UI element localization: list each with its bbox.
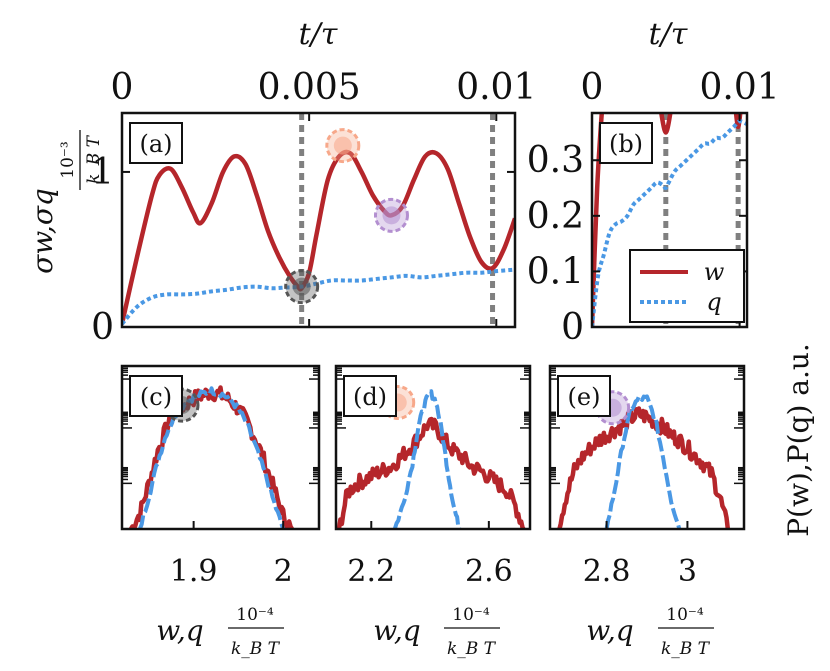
series-w-e bbox=[557, 406, 731, 529]
svg-text:10⁻⁴: 10⁻⁴ bbox=[236, 605, 274, 625]
series-q-e bbox=[604, 394, 682, 529]
series-w-a bbox=[122, 149, 515, 325]
xlabel-d: w,q 10⁻⁴ k_B T bbox=[373, 605, 500, 659]
ylabel-a-unit: 10⁻³ k_B T bbox=[58, 130, 104, 190]
panel-e: 2.8 3 (e) bbox=[548, 364, 746, 589]
svg-text:10⁻⁴: 10⁻⁴ bbox=[666, 605, 704, 625]
panel-label-e: (e) bbox=[568, 383, 601, 411]
series-w_dip-b bbox=[659, 113, 673, 135]
legend-label-w: w bbox=[704, 258, 725, 286]
panel-d: 2.2 2.6 (d) bbox=[334, 364, 532, 589]
xtick-label-c-1: 2 bbox=[274, 554, 293, 589]
panel-label-box-a bbox=[129, 122, 183, 164]
frame-e bbox=[548, 364, 746, 531]
xtick-label-e-1: 3 bbox=[678, 554, 697, 589]
marker-core-a-1 bbox=[333, 136, 352, 155]
ytick-label-b-1: 0.1 bbox=[527, 251, 584, 292]
svg-text:10⁻⁴: 10⁻⁴ bbox=[452, 605, 490, 625]
ytick-label-a-1: 1 bbox=[91, 152, 114, 193]
svg-text:k_B T: k_B T bbox=[661, 639, 711, 659]
svg-text:k_B T: k_B T bbox=[84, 134, 104, 184]
ytick-label-b-0: 0 bbox=[561, 307, 584, 348]
svg-text:w,q: w,q bbox=[586, 614, 633, 647]
panel-b: 0 0.01 0 0.1 0.2 0.3 (b) wq bbox=[527, 67, 780, 348]
ylabel-a: σw,σq bbox=[26, 188, 59, 274]
xtick-label-d-1: 2.6 bbox=[465, 554, 513, 589]
xlabel-e: w,q 10⁻⁴ k_B T bbox=[586, 605, 714, 659]
frame-b bbox=[590, 111, 749, 329]
series-q-a bbox=[122, 267, 515, 326]
series-q-d bbox=[392, 389, 462, 529]
xtick-label-a-2: 0.01 bbox=[456, 67, 536, 108]
xtick-label-b-1: 0.01 bbox=[700, 67, 780, 108]
panel-label-box-e bbox=[557, 375, 611, 417]
marker-core-a-0 bbox=[292, 277, 311, 296]
top-xlabel-a: t/τ bbox=[299, 17, 338, 52]
panel-label-a: (a) bbox=[139, 130, 172, 158]
marker-core-a-2 bbox=[382, 206, 401, 225]
svg-text:w,q: w,q bbox=[373, 614, 420, 647]
panel-label-c: (c) bbox=[140, 383, 172, 411]
xtick-label-a-1: 0.005 bbox=[258, 67, 361, 108]
series-q-b bbox=[592, 119, 747, 327]
frame-d bbox=[334, 364, 532, 531]
top-xlabel-b: t/τ bbox=[649, 17, 688, 52]
ytick-label-b-3: 0.3 bbox=[527, 140, 584, 181]
svg-text:σw,σq: σw,σq bbox=[26, 188, 59, 274]
panel-label-box-c bbox=[129, 375, 183, 417]
panel-label-d: (d) bbox=[353, 383, 387, 411]
svg-text:w,q: w,q bbox=[156, 614, 203, 647]
panel-label-box-b bbox=[599, 122, 653, 164]
xtick-label-d-0: 2.2 bbox=[347, 554, 395, 589]
series-q-c bbox=[138, 386, 286, 529]
frame-c bbox=[120, 364, 321, 531]
xtick-label-a-0: 0 bbox=[111, 67, 134, 108]
xtick-label-c-0: 1.9 bbox=[170, 554, 218, 589]
ytick-label-b-2: 0.2 bbox=[527, 196, 584, 237]
xtick-label-b-0: 0 bbox=[581, 67, 604, 108]
xlabel-c: w,q 10⁻⁴ k_B T bbox=[156, 605, 284, 659]
xtick-label-e-0: 2.8 bbox=[583, 554, 631, 589]
series-w-d bbox=[336, 416, 526, 529]
svg-text:P(w),P(q) a.u.: P(w),P(q) a.u. bbox=[782, 343, 815, 537]
frame-a bbox=[120, 111, 517, 329]
svg-text:k_B T: k_B T bbox=[231, 639, 281, 659]
legend-label-q: q bbox=[706, 288, 721, 316]
series-w_end-b bbox=[733, 113, 743, 130]
panel-c: 1.9 2 (c) bbox=[120, 364, 321, 589]
panel-label-b: (b) bbox=[609, 130, 643, 158]
panel-label-box-d bbox=[343, 375, 397, 417]
panel-a: 0 0.005 0.01 0 1 (a) bbox=[91, 67, 536, 348]
right-ylabel: P(w),P(q) a.u. bbox=[782, 343, 815, 537]
ytick-label-a-0: 0 bbox=[91, 307, 114, 348]
svg-text:10⁻³: 10⁻³ bbox=[58, 141, 78, 178]
svg-text:k_B T: k_B T bbox=[447, 639, 497, 659]
legend-box bbox=[629, 249, 745, 323]
